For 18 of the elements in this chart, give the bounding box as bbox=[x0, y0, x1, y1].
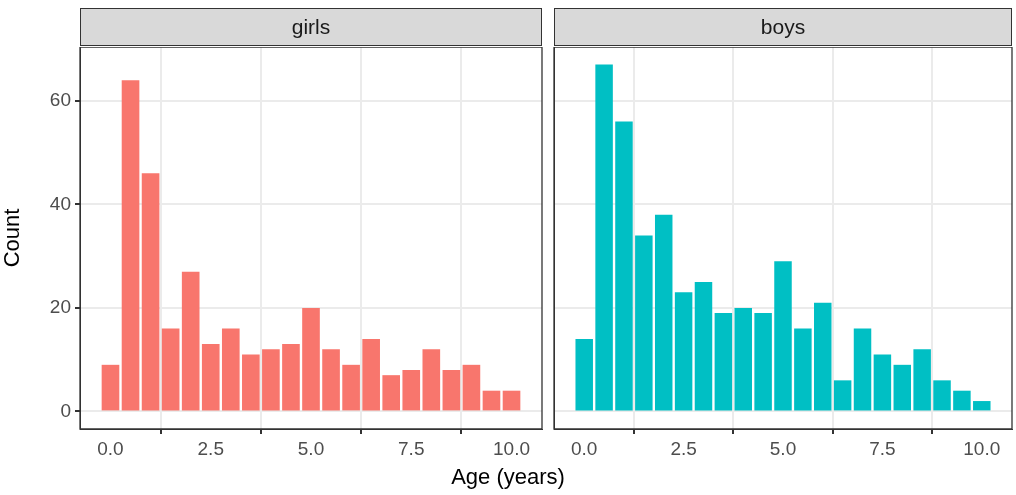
y-tick-label: 20 bbox=[49, 296, 71, 318]
x-tick-label: 0.0 bbox=[97, 437, 124, 459]
chart-title: boys bbox=[554, 8, 1012, 46]
x-tick-label: 2.5 bbox=[670, 437, 697, 459]
x-tick-label: 7.5 bbox=[869, 437, 896, 459]
y-tick-label: 0 bbox=[60, 399, 71, 421]
x-tick-label: 2.5 bbox=[197, 437, 224, 459]
y-tick-label: 60 bbox=[49, 89, 71, 111]
x-tick-label: 5.0 bbox=[297, 437, 325, 459]
x-tick-label: 0.0 bbox=[571, 437, 598, 459]
chart-title: girls bbox=[80, 8, 542, 46]
y-axis-title: Count bbox=[0, 208, 25, 268]
y-tick-label: 40 bbox=[49, 192, 71, 214]
x-tick-label: 7.5 bbox=[398, 437, 425, 459]
x-axis-title: Age (years) bbox=[450, 464, 566, 490]
x-tick-label: 10.0 bbox=[963, 437, 1001, 459]
x-tick-label: 10.0 bbox=[493, 437, 531, 459]
x-tick-label: 5.0 bbox=[769, 437, 797, 459]
